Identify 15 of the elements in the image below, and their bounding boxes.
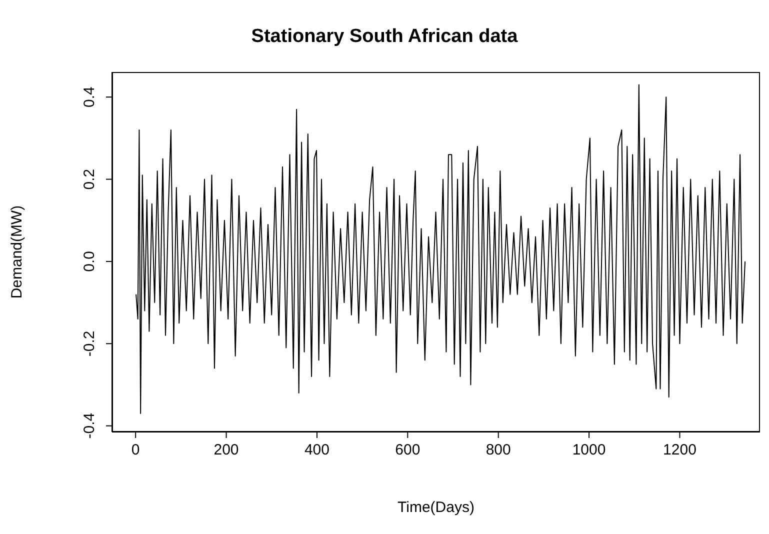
y-tick-label: -0.2 (81, 330, 98, 357)
chart-title: Stationary South African data (250, 26, 519, 48)
x-tick-label: 600 (395, 442, 420, 459)
y-tick-label: -0.4 (81, 412, 98, 439)
x-tick-label: 200 (214, 442, 239, 459)
y-tick-label: 0.2 (81, 168, 98, 190)
x-tick-label: 0 (131, 442, 140, 459)
x-tick-label: 1000 (572, 442, 606, 459)
x-tick-label: 800 (486, 442, 511, 459)
y-axis-title: Demand(MW) (8, 205, 26, 299)
x-tick-label: 1200 (663, 442, 696, 459)
y-tick-label: 0.0 (81, 251, 98, 272)
x-tick-label: 400 (304, 442, 330, 459)
x-axis-title: Time(Days) (398, 499, 474, 516)
y-tick-label: 0.4 (81, 86, 98, 108)
